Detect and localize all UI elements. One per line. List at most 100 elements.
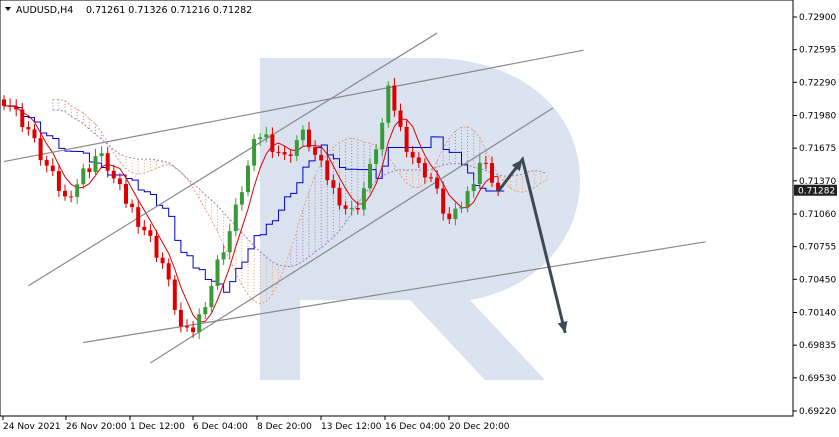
y-tick-label: 0.69530 xyxy=(799,374,836,384)
candle-body xyxy=(99,153,104,157)
y-tick-label: 0.69835 xyxy=(799,341,836,351)
candle-body xyxy=(441,188,446,214)
candle-body xyxy=(459,206,464,209)
ohlc-values: 0.71261 0.71326 0.71216 0.71282 xyxy=(86,5,252,16)
candle-body xyxy=(252,139,257,166)
candle-body xyxy=(355,208,360,210)
candle-body xyxy=(160,257,165,264)
candle-body xyxy=(8,105,13,107)
candle-body xyxy=(142,226,147,231)
y-tick-label: 0.70450 xyxy=(799,275,836,285)
candle-body xyxy=(203,307,208,315)
candle-body xyxy=(264,134,269,138)
candle-body xyxy=(270,134,275,152)
forecast-arrowhead-down xyxy=(557,320,568,333)
channel-upper-line xyxy=(3,49,584,163)
kijun-path xyxy=(3,105,499,323)
candle-body xyxy=(429,177,433,179)
x-tick-label: 26 Nov 20:00 xyxy=(66,422,127,432)
candle-body xyxy=(50,165,55,172)
y-tick-label: 0.71060 xyxy=(799,210,836,220)
candle-body xyxy=(490,163,494,183)
current-price-label: 0.71282 xyxy=(798,187,835,197)
y-tick-label: 0.71980 xyxy=(799,112,836,122)
brand-r-logo-icon xyxy=(260,58,580,380)
candle-body xyxy=(483,162,488,164)
candle-body xyxy=(300,129,305,141)
candle-body xyxy=(20,109,25,128)
candle-body xyxy=(416,157,421,164)
candle-body xyxy=(294,140,299,156)
y-tick-label: 0.72290 xyxy=(799,78,836,88)
y-axis: 0.72900 0.72595 0.72290 0.71980 0.71675 0.713… xyxy=(793,13,836,417)
candle-body xyxy=(111,170,116,179)
candle-body xyxy=(117,178,122,185)
candle-body xyxy=(81,168,86,185)
candle-body xyxy=(453,208,458,220)
candle-body xyxy=(258,137,263,140)
candle-body xyxy=(313,147,318,155)
rising-upper-line xyxy=(28,32,438,287)
candle-body xyxy=(197,314,202,333)
candle-body xyxy=(2,99,6,106)
candle-body xyxy=(477,162,482,185)
candle-body xyxy=(105,153,110,171)
forecast-arrow xyxy=(496,155,568,334)
candle-body xyxy=(496,182,501,191)
forecast-arrowhead-up xyxy=(511,159,523,172)
candle-body xyxy=(435,177,440,189)
candle-body xyxy=(87,168,92,173)
candle-body xyxy=(349,208,354,210)
current-price-tag: 0.71282 xyxy=(794,184,837,197)
candle-body xyxy=(386,85,391,123)
x-axis: 24 Nov 2021 26 Nov 20:00 1 Dec 12:00 6 Dec … xyxy=(2,416,510,432)
x-tick-label: 13 Dec 12:00 xyxy=(321,422,382,432)
candle-body xyxy=(233,204,238,232)
candles xyxy=(2,78,501,340)
candle-body xyxy=(307,129,311,148)
candle-body xyxy=(392,85,397,111)
candle-body xyxy=(246,165,250,193)
candle-body xyxy=(325,160,330,181)
candle-body xyxy=(44,160,49,166)
candle-body xyxy=(166,263,171,280)
x-tick-label: 8 Dec 20:00 xyxy=(257,422,312,432)
candle-body xyxy=(404,126,409,152)
candle-body xyxy=(185,326,189,328)
candle-body xyxy=(136,207,141,227)
candle-body xyxy=(191,327,196,333)
candle-body xyxy=(172,279,177,310)
x-tick-label: 24 Nov 2021 xyxy=(3,422,61,432)
y-tick-label: 0.72900 xyxy=(799,13,836,23)
candle-body xyxy=(380,122,385,150)
candle-body xyxy=(154,235,159,258)
candle-body xyxy=(227,231,232,253)
candle-body xyxy=(75,184,80,197)
candle-body xyxy=(32,129,37,139)
candle-body xyxy=(14,106,19,110)
symbol-timeframe: AUDUSD,H4 xyxy=(16,5,73,16)
candle-body xyxy=(209,285,214,308)
triangle-down-icon[interactable] xyxy=(5,7,11,11)
y-tick-label: 0.71675 xyxy=(799,144,836,154)
candle-body xyxy=(331,180,336,188)
candle-body xyxy=(282,152,287,155)
candle-body xyxy=(337,187,342,206)
chart-header: AUDUSD,H4 0.71261 0.71326 0.71216 0.7128… xyxy=(5,5,252,16)
senkou-a xyxy=(52,98,548,305)
candle-body xyxy=(124,184,128,204)
candle-body xyxy=(239,192,244,205)
rising-lower-line xyxy=(150,107,554,364)
candle-body xyxy=(148,230,153,236)
candle-body xyxy=(215,259,220,286)
candle-body xyxy=(465,191,470,207)
candle-body xyxy=(178,309,183,327)
candle-body xyxy=(69,196,74,198)
candle-body xyxy=(63,190,67,197)
candle-body xyxy=(93,156,98,173)
candle-body xyxy=(38,138,43,161)
candle-body xyxy=(447,213,452,220)
candle-body xyxy=(221,252,226,260)
kijun-line xyxy=(3,105,499,323)
